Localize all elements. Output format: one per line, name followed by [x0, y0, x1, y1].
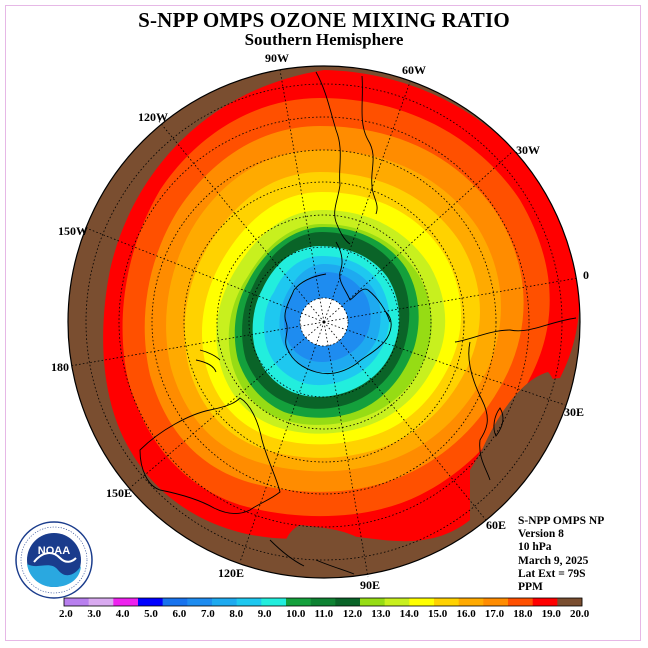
chart-title: S-NPP OMPS OZONE MIXING RATIO: [138, 8, 510, 32]
lon-label-0: 0: [583, 268, 589, 282]
lon-label-150w: 150W: [58, 224, 88, 238]
lon-label-60w: 60W: [402, 63, 426, 77]
colorbar-tick-label: 19.0: [541, 608, 561, 620]
colorbar-cell: [236, 598, 262, 606]
lon-label-180: 180: [51, 360, 69, 374]
lon-label-120w: 120W: [138, 110, 168, 124]
indonesia-coast: [269, 539, 355, 575]
figure-frame: [5, 5, 641, 641]
colorbar-tick-label: 8.0: [229, 608, 244, 620]
colorbar-cell: [88, 598, 114, 606]
colorbar-tick-label: 13.0: [371, 608, 391, 620]
colorbar-tick-label: 6.0: [172, 608, 187, 620]
product-info: S-NPP OMPS NP Version 8 10 hPa March 9, …: [518, 515, 604, 594]
lon-label-90w: 90W: [265, 51, 289, 65]
brown-patch-south-edge: [283, 525, 369, 578]
colorbar-cell: [532, 598, 558, 606]
colorbar-tick-label: 2.0: [59, 608, 73, 620]
colorbar-cell: [557, 598, 583, 606]
africa-coast: [454, 317, 577, 481]
colorbar-tick-label: 7.0: [200, 608, 215, 620]
info-date: March 9, 2025: [518, 554, 589, 567]
polar-ozone-map: [67, 65, 581, 579]
noaa-logo-text: NOAA: [38, 545, 70, 557]
new-zealand-coast: [195, 349, 221, 373]
info-units: PPM: [518, 581, 543, 594]
colorbar-tick-label: 12.0: [342, 608, 363, 620]
colorbar-cell: [162, 598, 188, 606]
lon-label-30e: 30E: [564, 405, 585, 419]
colorbar-outline: [63, 597, 583, 607]
colorbar-tick-label: 18.0: [513, 608, 533, 620]
lon-label-30w: 30W: [516, 143, 540, 157]
brown-patch-sw-indian: [470, 372, 557, 507]
australia-coast: [139, 397, 281, 515]
info-pressure-level: 10 hPa: [518, 541, 552, 554]
colorbar-cell: [335, 598, 361, 606]
colorbar-cell: [212, 598, 237, 606]
chart-subtitle: Southern Hemisphere: [244, 30, 404, 49]
colorbar-cell: [409, 598, 435, 606]
colorbar-cell: [434, 598, 459, 606]
colorbar-cell: [483, 598, 509, 606]
colorbar-tick-label: 14.0: [399, 608, 419, 620]
colorbar-cell: [113, 598, 139, 606]
lon-label-150e: 150E: [106, 486, 133, 500]
lon-label-120e: 120E: [218, 566, 245, 580]
colorbar-cell: [310, 598, 336, 606]
info-instrument: S-NPP OMPS NP: [518, 515, 605, 527]
colorbar-tick-label: 20.0: [570, 608, 590, 620]
colorbar-cell: [138, 598, 163, 606]
colorbar-tick-label: 9.0: [257, 608, 272, 620]
colorbar-tick-label: 11.0: [314, 608, 334, 620]
graticule: [69, 69, 579, 578]
colorbar-cell: [187, 598, 213, 606]
colorbar-cell: [64, 598, 89, 606]
colorbar-tick-label: 16.0: [456, 608, 476, 620]
colorbar-tick-label: 17.0: [484, 608, 505, 620]
map-border: [67, 65, 581, 579]
info-lat-extent: Lat Ext = 79S: [518, 567, 586, 580]
colorbar-cell: [458, 598, 484, 606]
colorbar-tick-label: 10.0: [286, 608, 306, 620]
colorbar-cell: [261, 598, 287, 606]
lon-label-90e: 90E: [360, 578, 381, 592]
colorbar-cells: [63, 597, 583, 607]
south-america-coast: [315, 71, 378, 245]
ozone-field: [68, 66, 580, 578]
colorbar-tick-label: 4.0: [115, 608, 130, 620]
antarctic-peninsula-coast: [335, 241, 391, 323]
antarctica-coast: [284, 273, 392, 375]
colorbar-tick-label: 15.0: [428, 608, 448, 620]
colorbar-cell: [286, 598, 311, 606]
madagascar-coast: [493, 407, 504, 437]
colorbar-cell: [384, 598, 410, 606]
colorbar-tick-label: 3.0: [87, 608, 102, 620]
info-version: Version 8: [518, 528, 564, 541]
noaa-logo: NOAA: [15, 521, 93, 599]
coastlines: [139, 71, 577, 575]
colorbar-cell: [360, 598, 385, 606]
lon-label-60e: 60E: [486, 518, 507, 532]
colorbar-cell: [508, 598, 533, 606]
colorbar-tick-label: 5.0: [144, 608, 158, 620]
